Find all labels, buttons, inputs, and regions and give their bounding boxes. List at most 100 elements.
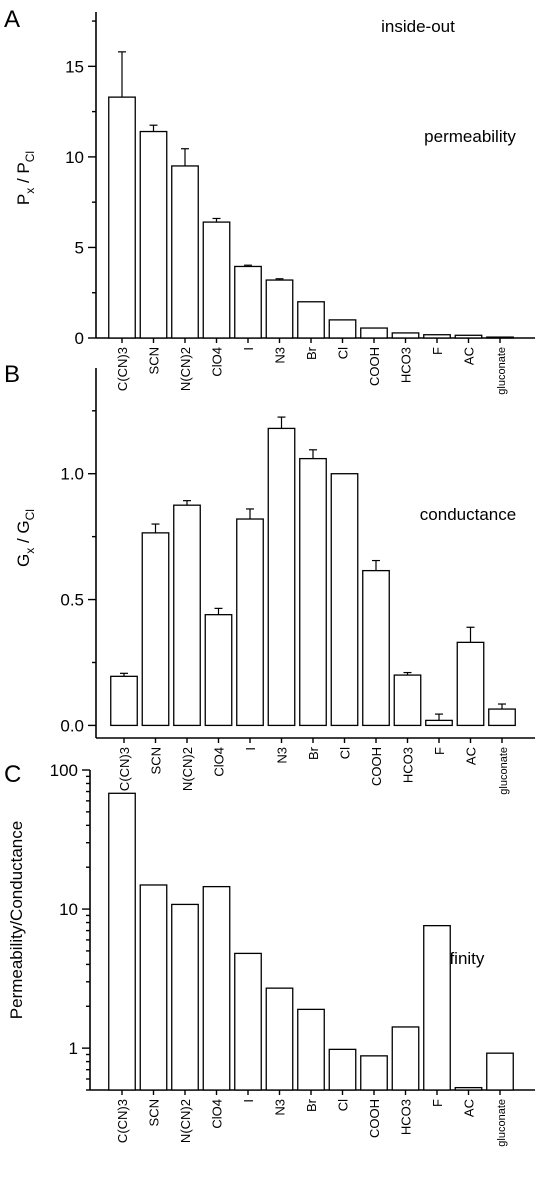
bar-N(CN)2 (171, 903, 199, 1091)
x-tick-label: Cl (338, 747, 353, 759)
bar-F (425, 719, 453, 727)
x-tick-label: C(CN)3 (117, 747, 132, 791)
bar-N3 (265, 987, 294, 1091)
x-tick-label: SCN (147, 1099, 162, 1126)
bar-ClO4 (202, 885, 231, 1091)
bar-Br (297, 301, 325, 339)
bar-gluconate (488, 708, 516, 727)
y-axis-label: Permeability/Conductance (7, 821, 26, 1019)
y-tick-label: 100 (50, 761, 78, 780)
x-tick-label: N(CN)2 (180, 747, 195, 791)
bar-AC (454, 334, 483, 339)
y-tick-label: 1 (69, 1039, 78, 1058)
x-tick-label: COOH (369, 747, 384, 786)
y-tick-label: 15 (65, 57, 84, 76)
bar-COOH (360, 327, 388, 339)
bar-COOH (362, 569, 390, 727)
x-tick-label: AC (462, 347, 477, 365)
bar-Br (299, 457, 327, 727)
x-tick-label: Br (304, 1098, 319, 1112)
x-tick-label: gluconate (498, 747, 510, 795)
x-tick-label: I (243, 747, 258, 751)
annotation: permeability (424, 127, 516, 146)
x-tick-label: I (241, 1099, 256, 1103)
y-axis-label: Px / PCl (14, 151, 37, 205)
bar-HCO3 (391, 332, 420, 339)
x-tick-label: ClO4 (210, 347, 225, 377)
bar-COOH (360, 1055, 388, 1091)
x-tick-label: I (241, 347, 256, 351)
bar-N3 (265, 279, 294, 339)
bar-I (234, 952, 262, 1091)
y-tick-label: 1.0 (60, 465, 84, 484)
bar-Cl (330, 473, 359, 727)
x-tick-label: COOH (367, 1099, 382, 1138)
bar-gluconate (486, 336, 514, 339)
x-tick-label: F (430, 1099, 445, 1107)
bar-F (423, 924, 451, 1091)
bar-SCN (141, 532, 170, 727)
panel-letter: A (4, 6, 20, 33)
bar-F (423, 334, 451, 339)
x-tick-label: gluconate (496, 1099, 508, 1147)
bar-C(CN)3 (110, 675, 138, 727)
y-tick-label: 5 (75, 238, 84, 257)
bar-HCO3 (393, 674, 422, 727)
y-tick-label: 0.0 (60, 716, 84, 735)
annotation: inside-out (381, 17, 455, 36)
bar-C(CN)3 (108, 792, 136, 1091)
bar-N3 (267, 427, 296, 727)
x-tick-label: Br (304, 346, 319, 360)
y-tick-label: 10 (65, 148, 84, 167)
x-tick-label: C(CN)3 (115, 347, 130, 391)
bar-HCO3 (391, 1026, 420, 1091)
bar-AC (454, 1086, 483, 1091)
bar-Br (297, 1008, 325, 1091)
bar-SCN (139, 884, 168, 1091)
x-tick-label: HCO3 (401, 747, 416, 783)
y-tick-label: 0 (75, 329, 84, 348)
x-tick-label: N3 (275, 747, 290, 764)
x-tick-label: AC (464, 747, 479, 765)
bar-ClO4 (204, 614, 233, 727)
annotation: conductance (420, 505, 516, 524)
bar-ClO4 (202, 221, 231, 339)
bar-Cl (328, 319, 357, 339)
bar-N(CN)2 (171, 165, 199, 339)
x-tick-label: AC (462, 1099, 477, 1117)
x-tick-label: N3 (273, 1099, 288, 1116)
bar-AC (456, 641, 485, 727)
x-tick-label: COOH (367, 347, 382, 386)
x-tick-label: F (432, 747, 447, 755)
x-tick-label: Cl (336, 1099, 351, 1111)
x-tick-label: N(CN)2 (178, 1099, 193, 1143)
x-tick-label: N(CN)2 (178, 347, 193, 391)
bar-C(CN)3 (108, 96, 136, 339)
x-tick-label: Cl (336, 347, 351, 359)
panel-letter: C (4, 761, 21, 788)
bar-gluconate (486, 1052, 514, 1091)
bar-I (236, 518, 264, 727)
x-tick-label: ClO4 (212, 747, 227, 777)
panel-letter: B (4, 361, 20, 388)
x-tick-label: N3 (273, 347, 288, 364)
bar-Cl (328, 1048, 357, 1091)
x-tick-label: HCO3 (399, 347, 414, 383)
x-tick-label: F (430, 347, 445, 355)
x-tick-label: Br (306, 746, 321, 760)
x-tick-label: C(CN)3 (115, 1099, 130, 1143)
y-tick-label: 0.5 (60, 591, 84, 610)
y-tick-label: 10 (59, 900, 78, 919)
x-tick-label: HCO3 (399, 1099, 414, 1135)
y-axis-label: Gx / GCl (14, 509, 37, 567)
x-tick-label: SCN (149, 747, 164, 774)
x-tick-label: gluconate (496, 347, 508, 395)
bar-SCN (139, 130, 168, 339)
bar-N(CN)2 (173, 504, 201, 727)
x-tick-label: ClO4 (210, 1099, 225, 1129)
x-tick-label: SCN (147, 347, 162, 374)
